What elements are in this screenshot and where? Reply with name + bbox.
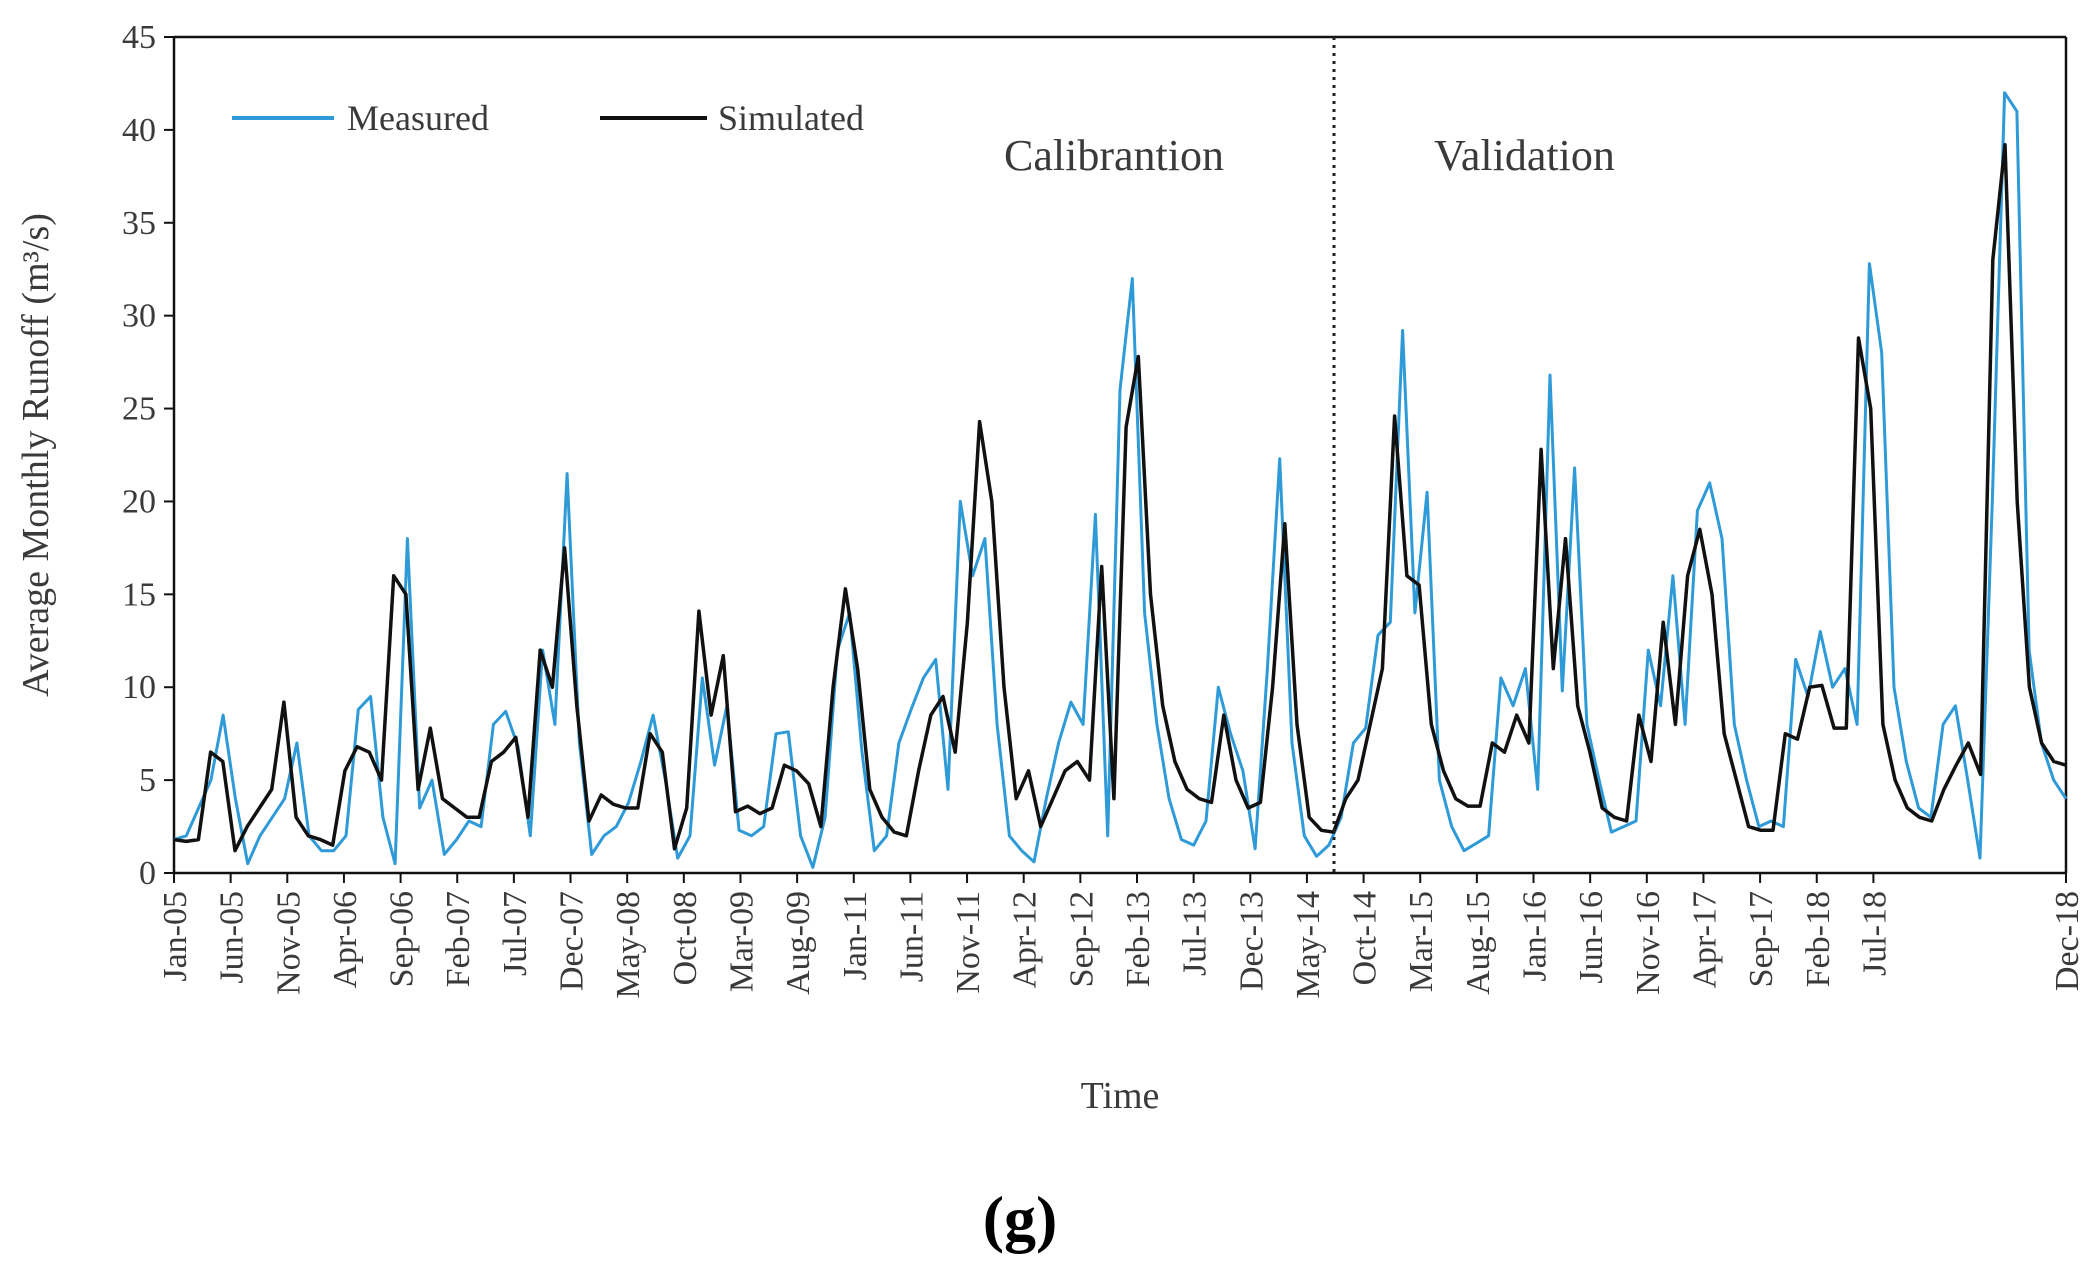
y-tick-label: 10 [122,669,156,706]
x-tick-label: Feb-13 [1120,891,1157,987]
y-tick-label: 5 [139,762,156,799]
y-tick-label: 0 [139,855,156,892]
x-axis-title: Time [1081,1075,1160,1117]
x-tick-label: Jan-16 [1517,891,1554,982]
x-tick-label: Jun-11 [893,891,930,982]
y-tick-label: 15 [122,576,156,613]
y-tick-label: 30 [122,298,156,335]
x-tick-label: Dec-18 [2049,891,2086,991]
x-tick-label: Jan-05 [157,891,194,982]
series-layer [173,91,2068,869]
x-tick-label: Oct-08 [667,891,704,985]
x-tick-label: Jan-11 [837,891,874,980]
x-tick-label: Dec-13 [1233,891,1270,991]
calibration-label: Calibrantion [1004,131,1224,180]
figure-caption: (g) [983,1183,1058,1254]
x-tick-label: Apr-12 [1007,891,1044,989]
x-tick-label: May-14 [1290,891,1327,999]
y-tick-label: 45 [122,19,156,56]
x-tick-label: Apr-06 [327,891,364,989]
y-tick-label: 25 [122,391,156,428]
x-tick-label: Sep-06 [384,891,421,987]
y-tick-label: 20 [122,483,156,520]
x-tick-label: Sep-12 [1063,891,1100,987]
x-tick-label: Jul-13 [1177,891,1214,976]
x-tick-label: Feb-07 [440,891,477,987]
y-ticks: 0 5 10 15 20 25 30 35 40 45 [122,19,174,892]
x-tick-label: Nov-05 [270,891,307,995]
x-ticks: Jan-05 Jun-05 Nov-05 Apr-06 Sep-06 Feb-07 Jul-… [157,873,2086,999]
x-tick-label: Oct-14 [1347,891,1384,985]
x-tick-label: Jul-07 [497,891,534,976]
legend-measured-label: Measured [347,98,489,138]
legend-simulated-label: Simulated [718,98,864,138]
legend: Measured Simulated [232,98,864,138]
y-axis-title: Average Monthly Runoff (m³/s) [15,213,57,697]
x-tick-label: Apr-17 [1686,891,1723,989]
x-tick-label: Jul-18 [1856,891,1893,976]
validation-label: Validation [1434,131,1615,180]
y-tick-label: 35 [122,205,156,242]
x-tick-label: Jun-16 [1573,891,1610,984]
x-tick-label: Feb-18 [1800,891,1837,987]
x-tick-label: Mar-15 [1403,891,1440,992]
x-tick-label: Nov-16 [1630,891,1667,995]
x-tick-label: Sep-17 [1743,891,1780,987]
x-tick-label: Jun-05 [214,891,251,984]
x-tick-label: Aug-15 [1460,891,1497,995]
x-tick-label: Dec-07 [554,891,591,991]
series-line-simulated [173,143,2067,853]
y-tick-label: 40 [122,112,156,149]
x-tick-label: Aug-09 [780,891,817,995]
x-tick-label: May-08 [610,891,647,999]
series-line-measured [173,91,2068,869]
x-tick-label: Nov-11 [950,891,987,994]
x-tick-label: Mar-09 [723,891,760,992]
